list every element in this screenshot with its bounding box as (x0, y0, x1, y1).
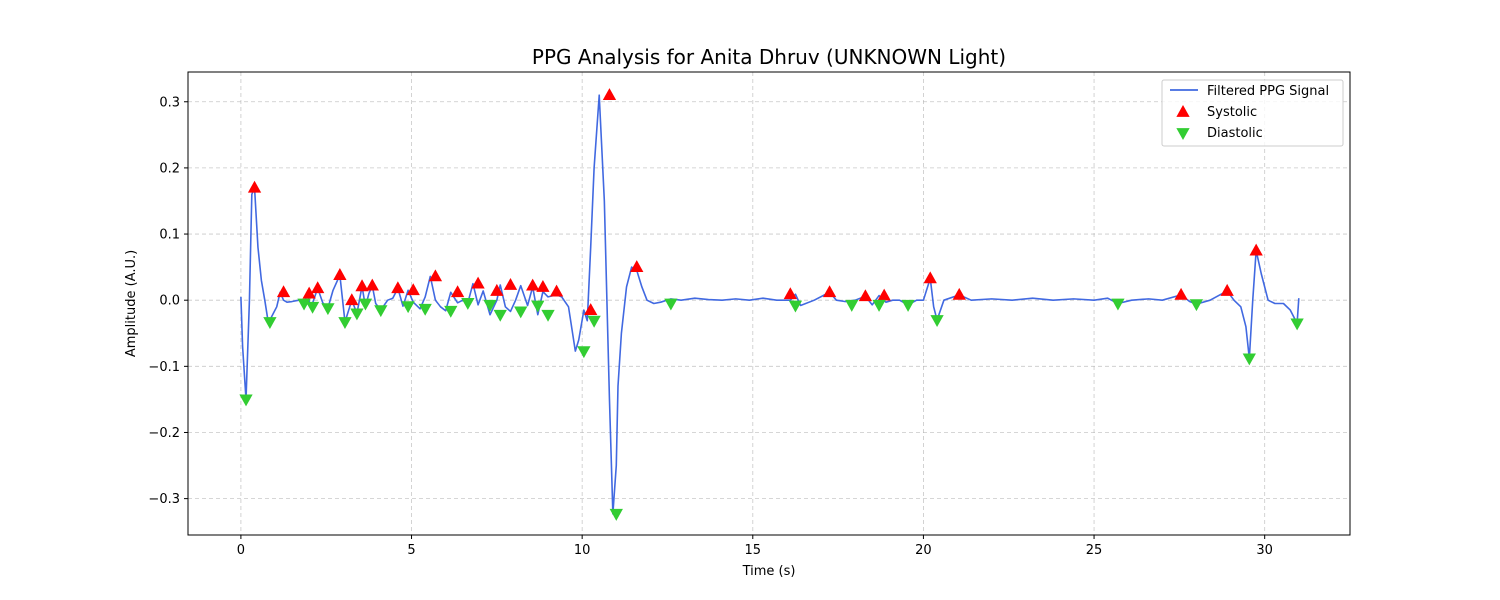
systolic-marker (1174, 287, 1188, 300)
systolic-marker (302, 286, 316, 299)
diastolic-marker (577, 346, 591, 359)
diastolic-marker (493, 309, 507, 322)
legend-diastolic-label: Diastolic (1207, 126, 1263, 141)
legend-box (1161, 79, 1344, 147)
diastolic-marker (1111, 298, 1125, 311)
diastolic-marker (461, 297, 475, 310)
systolic-marker (365, 278, 379, 291)
systolic-marker (952, 287, 966, 300)
y-tick-label: 0.0 (159, 294, 180, 309)
legend-systolic-swatch (1176, 105, 1190, 117)
x-axis-label: Time (s) (742, 564, 796, 579)
systolic-marker (783, 287, 797, 300)
diastolic-marker (297, 298, 311, 311)
systolic-marker (822, 285, 837, 298)
systolic-marker (450, 285, 465, 298)
chart-legend: Filtered PPG Signal Systolic Diastolic (1161, 79, 1344, 147)
x-tick-label: 5 (407, 543, 415, 558)
systolic-marker (602, 88, 617, 101)
diastolic-marker (239, 394, 253, 407)
data-layer (239, 88, 1304, 521)
legend-systolic-label: Systolic (1207, 105, 1257, 120)
x-tick-label: 10 (574, 543, 591, 558)
systolic-marker (503, 277, 518, 290)
systolic-marker (406, 283, 420, 296)
systolic-marker (428, 269, 443, 282)
systolic-marker (536, 279, 550, 292)
systolic-marker (526, 278, 540, 291)
systolic-marker (311, 281, 325, 294)
diastolic-marker (321, 303, 335, 316)
diastolic-marker (1290, 318, 1304, 331)
diastolic-marker (788, 300, 803, 313)
axis-ticks: 0 5 10 15 20 25 30 −0.3 −0.2 −0.1 0.0 0.1 0.2 0.3 (148, 95, 1273, 558)
systolic-marker (1249, 243, 1263, 256)
systolic-marker (584, 303, 598, 316)
diastolic-marker (514, 306, 528, 319)
systolic-marker (276, 285, 291, 298)
diastolic-marker (930, 315, 944, 328)
diastolic-marker (374, 305, 388, 318)
diastolic-marker (338, 317, 352, 330)
systolic-marker (549, 284, 564, 297)
diastolic-marker (609, 508, 623, 521)
x-tick-label: 0 (237, 543, 245, 558)
legend-diastolic-swatch (1176, 128, 1190, 140)
y-tick-label: 0.3 (159, 95, 180, 110)
chart-title: PPG Analysis for Anita Dhruv (UNKNOWN Li… (532, 45, 1006, 69)
diastolic-marker (444, 305, 458, 318)
diastolic-marker (305, 301, 320, 314)
systolic-marker (877, 288, 891, 301)
diastolic-marker (358, 298, 373, 311)
diastolic-marker (845, 299, 859, 312)
systolic-marker (247, 180, 262, 193)
diastolic-marker (587, 315, 601, 328)
systolic-marker (490, 283, 504, 296)
systolic-marker (333, 268, 347, 280)
diastolic-marker (1242, 353, 1256, 366)
diastolic-marker (872, 299, 886, 312)
diastolic-marker (401, 301, 415, 314)
diastolic-marker (263, 317, 277, 330)
y-tick-label: −0.2 (148, 426, 180, 441)
diastolic-marker (1189, 299, 1204, 312)
systolic-marker (391, 281, 405, 294)
axes-frame (187, 71, 1351, 536)
x-tick-label: 30 (1256, 543, 1273, 558)
systolic-marker (345, 293, 359, 306)
systolic-marker (355, 279, 369, 292)
diastolic-marker (483, 299, 497, 312)
x-tick-label: 25 (1086, 543, 1103, 558)
y-tick-label: −0.1 (148, 360, 180, 375)
y-tick-label: 0.2 (159, 161, 180, 176)
systolic-marker (858, 289, 873, 302)
y-axis-label: Amplitude (A.U.) (124, 250, 139, 357)
systolic-marker (923, 271, 937, 284)
diastolic-marker (418, 303, 432, 316)
diastolic-marker (901, 299, 915, 312)
systolic-marker (1220, 283, 1234, 296)
y-tick-label: 0.1 (159, 228, 180, 243)
systolic-marker (630, 260, 644, 273)
x-tick-label: 20 (915, 543, 932, 558)
diastolic-marker (664, 298, 678, 311)
diastolic-marker (541, 309, 555, 322)
y-tick-label: −0.3 (148, 492, 180, 507)
diastolic-marker (531, 300, 545, 313)
diastolic-marker (350, 308, 364, 321)
systolic-marker (471, 276, 485, 289)
legend-signal-label: Filtered PPG Signal (1207, 84, 1329, 99)
x-tick-label: 15 (745, 543, 762, 558)
